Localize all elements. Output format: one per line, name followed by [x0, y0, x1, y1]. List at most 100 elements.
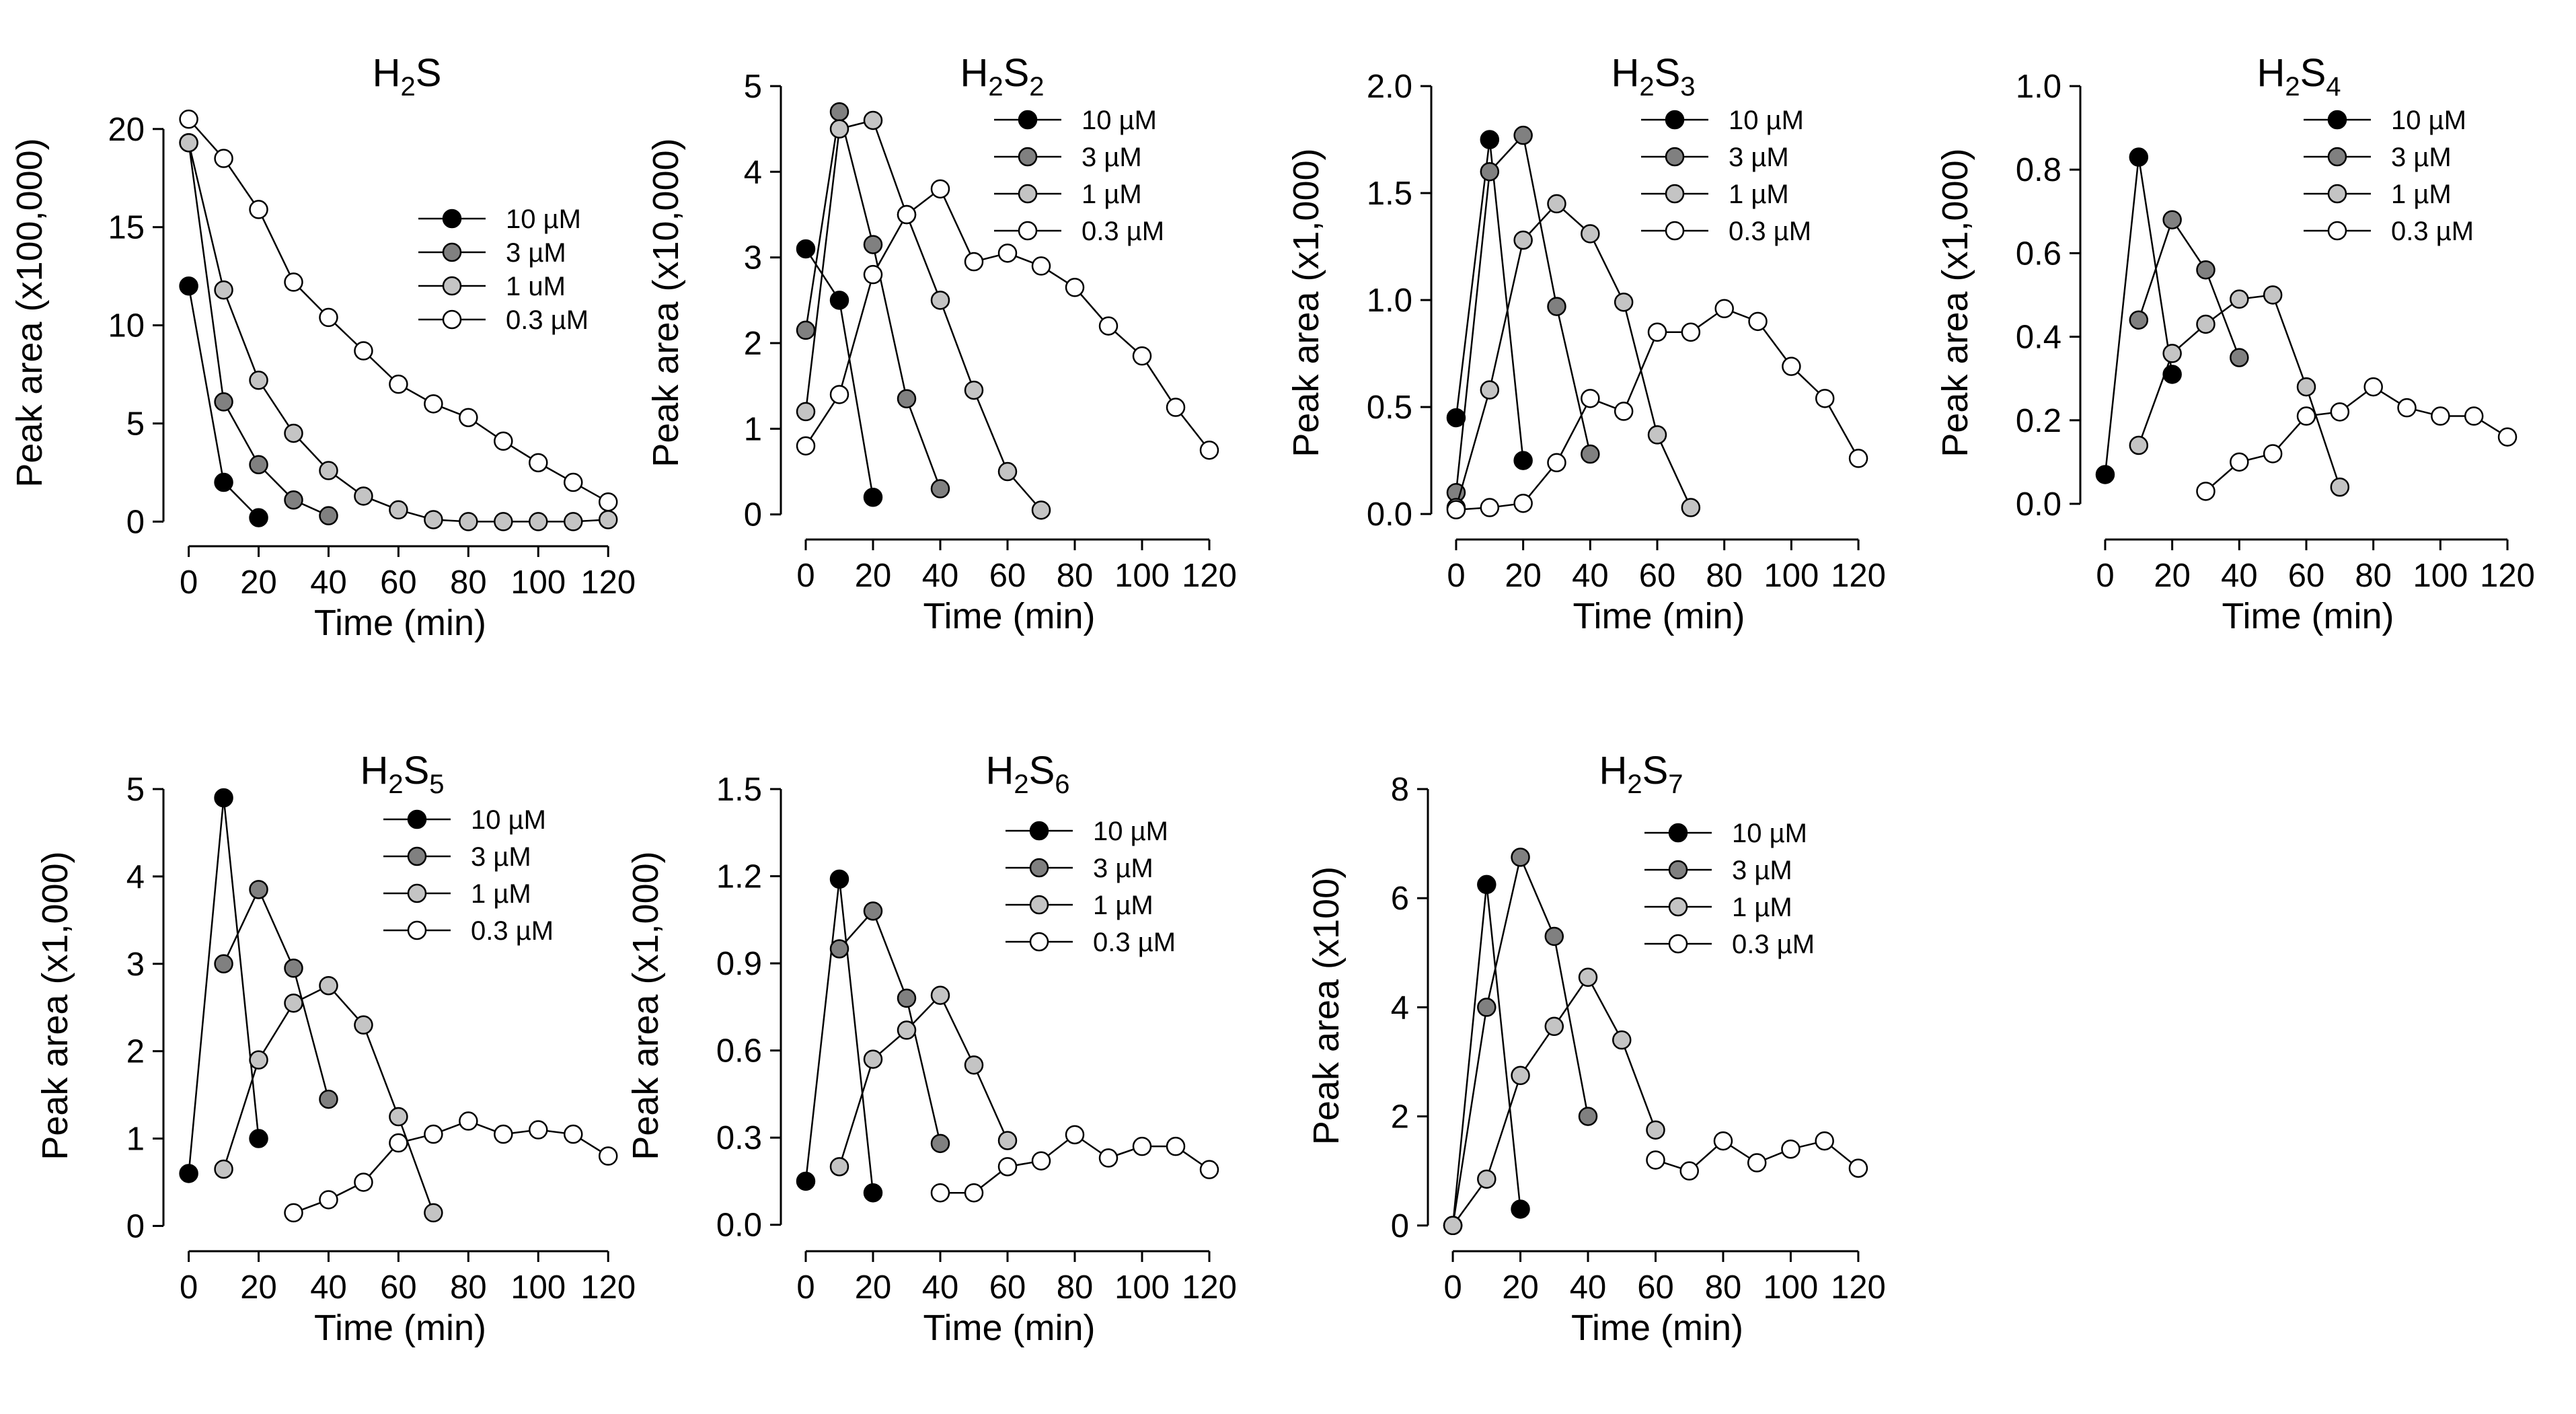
- data-point: [1815, 389, 1835, 408]
- x-tick-label: 20: [855, 558, 892, 594]
- chart-title: H2S4: [2257, 51, 2341, 102]
- y-tick-label: 0.0: [1367, 496, 1412, 533]
- data-point: [1199, 440, 1219, 460]
- data-point: [529, 1120, 548, 1140]
- series-line: [839, 909, 942, 1144]
- data-point: [1647, 322, 1667, 342]
- data-point: [214, 954, 233, 974]
- data-point: [829, 939, 849, 959]
- data-point: [2230, 348, 2249, 367]
- data-point: [424, 1124, 443, 1144]
- data-point: [424, 394, 443, 414]
- legend-label: 1 µM: [2391, 180, 2452, 209]
- y-tick-label: 1.5: [716, 772, 762, 808]
- series-3-um: [179, 133, 338, 525]
- data-point: [563, 472, 583, 492]
- x-tick-label: 80: [2355, 558, 2392, 594]
- legend-marker: [1665, 184, 1685, 204]
- x-tick-label: 60: [380, 564, 417, 601]
- y-tick-label: 0: [126, 1208, 145, 1244]
- data-point: [930, 179, 950, 199]
- data-point: [829, 385, 849, 404]
- series-10-um: [2095, 147, 2182, 484]
- data-point: [1578, 1107, 1598, 1126]
- y-tick-label: 4: [126, 859, 145, 895]
- data-point: [1199, 1160, 1219, 1179]
- legend-marker: [442, 276, 462, 296]
- x-tick-label: 60: [1637, 1269, 1674, 1306]
- data-point: [930, 291, 950, 310]
- data-point: [1098, 1148, 1119, 1168]
- data-point: [1132, 1136, 1152, 1156]
- data-point: [249, 880, 268, 899]
- y-tick-label: 0.0: [2016, 486, 2061, 523]
- series-line: [2137, 217, 2240, 359]
- data-point: [863, 264, 883, 285]
- series-1-um: [829, 985, 1018, 1177]
- x-tick-label: 20: [855, 1269, 892, 1306]
- x-axis-label: Time (min): [314, 1308, 486, 1348]
- data-point: [1848, 1158, 1868, 1178]
- data-point: [459, 1111, 478, 1131]
- y-tick-label: 2.0: [1367, 69, 1412, 105]
- x-tick-label: 120: [1831, 1269, 1886, 1306]
- legend-entry: 10 µM: [383, 805, 546, 835]
- legend-label: 0.3 µM: [1093, 928, 1176, 957]
- legend-entry: 1 µM: [1641, 180, 1789, 209]
- y-tick-label: 2: [744, 326, 762, 362]
- data-point: [494, 1124, 513, 1144]
- y-axis-label: Peak area (x1,000): [1286, 148, 1326, 457]
- data-point: [2162, 210, 2182, 229]
- series-10-um: [179, 276, 268, 527]
- x-tick-label: 0: [796, 1269, 815, 1306]
- y-tick-label: 10: [108, 308, 145, 344]
- data-point: [863, 110, 883, 131]
- x-tick-label: 80: [1706, 558, 1743, 594]
- x-tick-label: 40: [2221, 558, 2258, 594]
- y-tick-label: 6: [1391, 881, 1409, 917]
- chart-title: H2S5: [360, 749, 444, 799]
- y-axis-label: Peak area (x100): [1306, 866, 1347, 1145]
- legend-marker: [1018, 110, 1038, 130]
- y-tick-label: 1: [744, 411, 762, 447]
- series-0-3-um: [930, 1125, 1219, 1203]
- x-axis-label: Time (min): [923, 596, 1096, 636]
- y-axis-label: Peak area (x1,000): [1935, 148, 1975, 457]
- series-0-3-um: [1646, 1131, 1868, 1181]
- data-point: [1581, 389, 1600, 408]
- data-point: [1477, 1169, 1497, 1189]
- data-point: [2230, 452, 2249, 472]
- series-1-um: [2129, 285, 2350, 497]
- data-point: [1443, 1216, 1463, 1236]
- x-tick-label: 0: [1447, 558, 1465, 594]
- legend-entry: 1 µM: [383, 879, 531, 909]
- series-0-3-um: [2196, 377, 2517, 501]
- chart-title: H2S3: [1611, 51, 1695, 102]
- data-point: [796, 402, 816, 422]
- data-point: [1713, 1131, 1733, 1151]
- data-point: [214, 392, 233, 412]
- legend-label: 10 µM: [471, 805, 546, 835]
- data-point: [1547, 297, 1566, 316]
- data-point: [2464, 406, 2484, 426]
- x-axis-label: Time (min): [1573, 596, 1745, 636]
- data-point: [179, 276, 198, 296]
- data-point: [930, 1183, 950, 1203]
- panel-5: 0 1 2 3 4 5 0 20 40 60 80 100 120 Time (min) Peak area…: [35, 749, 636, 1348]
- y-tick-label: 1.0: [1367, 283, 1412, 319]
- data-point: [863, 1183, 883, 1203]
- data-point: [1646, 1120, 1665, 1140]
- series-3-um: [1443, 848, 1598, 1236]
- series-line: [838, 994, 1009, 1167]
- legend-marker: [1029, 895, 1049, 915]
- legend-entry: 0.3 µM: [1006, 928, 1176, 957]
- legend-entry: 3 µM: [1006, 854, 1153, 883]
- legend-marker: [1665, 221, 1685, 241]
- data-point: [1166, 1136, 1186, 1156]
- data-point: [563, 1124, 583, 1144]
- data-point: [249, 455, 268, 475]
- data-point: [389, 1133, 408, 1153]
- data-point: [1477, 875, 1497, 895]
- x-tick-label: 0: [180, 1269, 198, 1306]
- x-axis-label: Time (min): [314, 603, 486, 643]
